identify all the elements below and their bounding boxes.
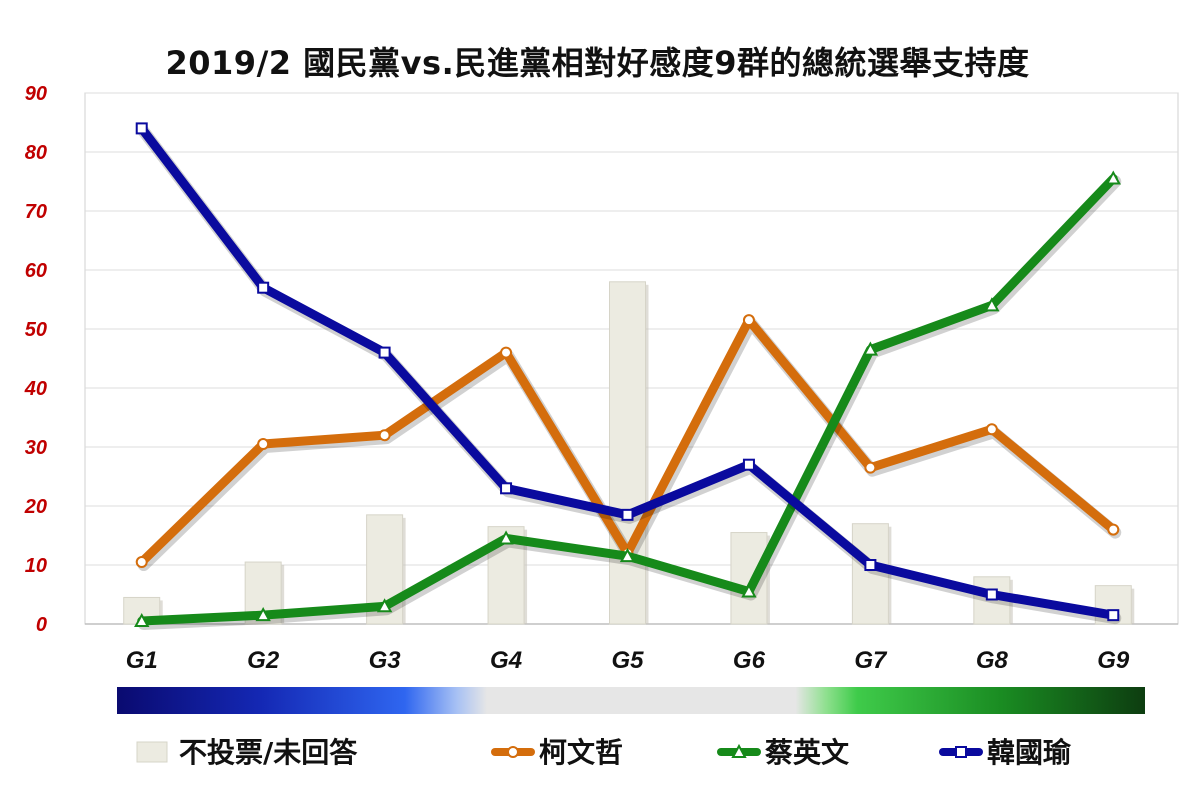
legend-label: 柯文哲: [539, 736, 623, 769]
y-tick-label: 10: [25, 555, 47, 577]
marker-circle: [378, 429, 391, 442]
legend-label: 蔡英文: [765, 736, 849, 769]
chart-title: 2019/2 國民黨vs.民進黨相對好感度9群的總統選舉支持度: [165, 44, 1030, 82]
y-tick-label: 20: [24, 496, 47, 518]
bar: [609, 281, 646, 625]
marker-triangle: [134, 612, 150, 628]
y-tick-label: 40: [24, 378, 47, 400]
x-tick-label: G7: [854, 647, 888, 674]
legend-item: 不投票/未回答: [136, 736, 358, 769]
marker-square: [378, 346, 391, 359]
marker-square: [500, 482, 513, 495]
marker-circle: [257, 438, 270, 451]
marker-circle: [135, 556, 148, 569]
x-tick-label: G3: [369, 647, 402, 674]
x-tick-label: G4: [490, 647, 522, 674]
marker-square: [621, 508, 634, 521]
marker-circle: [500, 346, 513, 359]
marker-triangle: [984, 297, 1000, 312]
marker-triangle: [498, 530, 514, 545]
marker-square: [742, 458, 755, 471]
y-tick-label: 80: [25, 142, 47, 164]
y-tick-label: 60: [25, 260, 47, 282]
x-tick-label: G1: [126, 647, 158, 674]
legend-item: 韓國瑜: [939, 736, 1072, 769]
legend-item: 蔡英文: [717, 736, 849, 769]
y-tick-label: 70: [25, 201, 47, 223]
marker-circle: [742, 314, 755, 327]
x-tick-label: G5: [611, 647, 644, 674]
marker-square: [135, 122, 148, 135]
y-tick-label: 50: [25, 319, 47, 341]
x-tick-label: G2: [247, 647, 280, 674]
y-tick-label: 30: [25, 437, 47, 459]
marker-square: [864, 559, 877, 571]
marker-circle: [1107, 523, 1120, 536]
marker-square: [985, 588, 998, 601]
marker-triangle: [741, 583, 757, 598]
marker-triangle: [255, 607, 271, 622]
bar: [730, 532, 768, 625]
marker-circle: [507, 746, 519, 758]
marker-triangle: [619, 548, 636, 563]
legend-label: 不投票/未回答: [179, 736, 358, 769]
x-tick-label: G8: [976, 647, 1009, 674]
marker-triangle: [731, 743, 747, 758]
marker-circle: [864, 461, 877, 474]
legend-label: 韓國瑜: [987, 736, 1072, 769]
marker-square: [257, 281, 270, 294]
marker-triangle: [376, 598, 393, 613]
marker-circle: [985, 423, 998, 436]
marker-square: [955, 746, 967, 758]
marker-triangle: [1105, 170, 1121, 185]
legend-swatch-bar: [136, 741, 168, 763]
marker-triangle: [862, 341, 879, 356]
y-tick-label: 0: [36, 614, 47, 636]
bar: [851, 523, 889, 625]
support-gradient-band: [117, 687, 1145, 714]
y-tick-label: 90: [25, 83, 47, 105]
x-tick-label: G6: [733, 647, 766, 674]
x-tick-label: G9: [1097, 647, 1130, 674]
marker-square: [1107, 609, 1120, 622]
legend-item: 柯文哲: [491, 736, 623, 769]
